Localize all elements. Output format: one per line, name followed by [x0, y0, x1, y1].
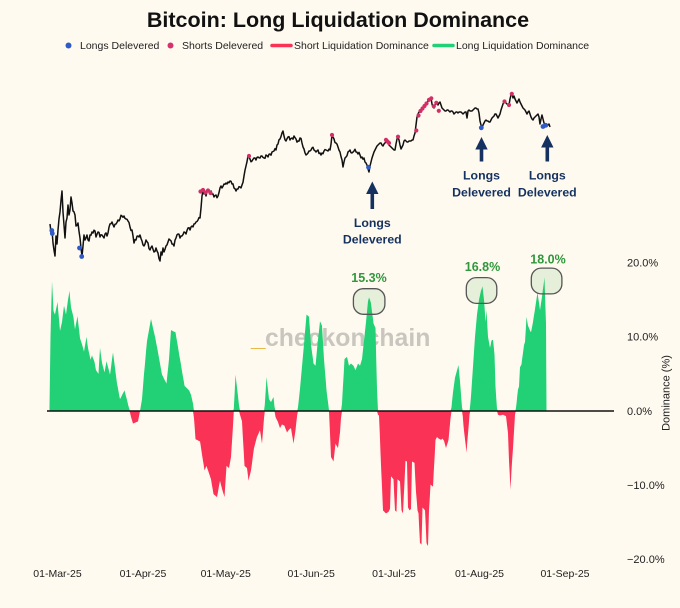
svg-text:0.0%: 0.0%: [627, 406, 652, 418]
svg-text:20.0%: 20.0%: [627, 257, 658, 269]
svg-text:15.3%: 15.3%: [351, 271, 386, 285]
svg-text:−20.0%: −20.0%: [627, 554, 665, 566]
svg-text:01-Jul-25: 01-Jul-25: [372, 568, 416, 580]
svg-text:Long Liquidation Dominance: Long Liquidation Dominance: [456, 40, 589, 52]
svg-text:Longs: Longs: [529, 169, 566, 183]
svg-text:01-Apr-25: 01-Apr-25: [120, 568, 167, 580]
svg-text:Longs: Longs: [354, 216, 391, 230]
svg-text:−10.0%: −10.0%: [627, 480, 665, 492]
svg-text:Shorts Delevered: Shorts Delevered: [182, 40, 263, 52]
svg-text:01-Aug-25: 01-Aug-25: [455, 568, 504, 580]
svg-text:checkonchain: checkonchain: [265, 325, 430, 352]
svg-text:Longs: Longs: [463, 169, 500, 183]
svg-text:16.8%: 16.8%: [465, 260, 500, 274]
svg-text:Delevered: Delevered: [452, 186, 511, 200]
svg-text:10.0%: 10.0%: [627, 332, 658, 344]
svg-text:Short Liquidation Dominance: Short Liquidation Dominance: [294, 40, 429, 52]
svg-text:01-Mar-25: 01-Mar-25: [33, 568, 82, 580]
svg-text:18.0%: 18.0%: [530, 253, 565, 267]
svg-text:01-Sep-25: 01-Sep-25: [540, 568, 589, 580]
svg-text:Dominance (%): Dominance (%): [661, 355, 673, 431]
svg-text:_: _: [250, 322, 266, 352]
svg-text:Longs Delevered: Longs Delevered: [80, 40, 160, 52]
svg-text:Delevered: Delevered: [518, 186, 577, 200]
svg-text:01-Jun-25: 01-Jun-25: [288, 568, 335, 580]
svg-text:Delevered: Delevered: [343, 233, 402, 247]
svg-text:01-May-25: 01-May-25: [201, 568, 251, 580]
svg-text:Bitcoin: Long Liquidation Domi: Bitcoin: Long Liquidation Dominance: [147, 8, 529, 32]
